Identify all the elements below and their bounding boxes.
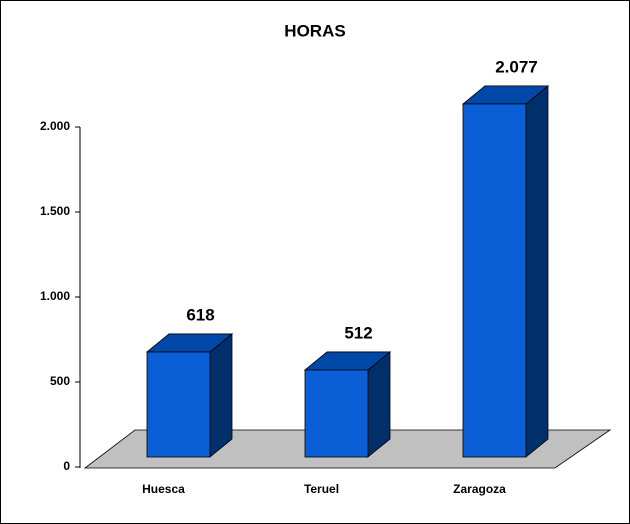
- chart-title: HORAS: [284, 21, 345, 40]
- value-label: 512: [344, 323, 372, 342]
- x-tick-label: Teruel: [304, 482, 339, 496]
- value-label: 2.077: [495, 57, 538, 76]
- value-label: 618: [186, 305, 214, 324]
- bar-side: [525, 85, 549, 458]
- y-tick-label: 2.000: [40, 119, 70, 133]
- bar: [304, 369, 369, 458]
- y-tick-label: 1.000: [40, 289, 70, 303]
- bar: [146, 351, 211, 458]
- x-tick-label: Huesca: [142, 482, 185, 496]
- bar: [462, 103, 527, 458]
- y-tick-label: 500: [50, 374, 70, 388]
- y-tick-label: 0: [63, 459, 70, 473]
- x-tick-label: Zaragoza: [453, 482, 506, 496]
- bar-side: [209, 333, 233, 458]
- y-tick-label: 1.500: [40, 204, 70, 218]
